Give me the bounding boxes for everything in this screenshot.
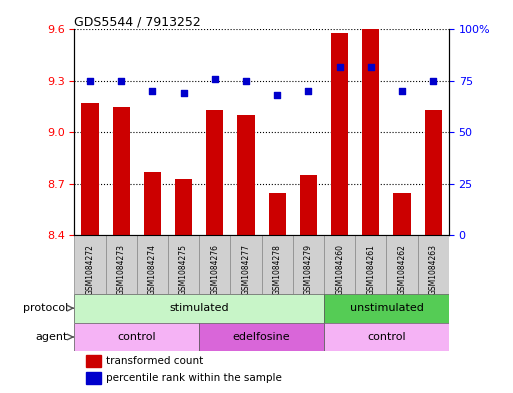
- Text: GDS5544 / 7913252: GDS5544 / 7913252: [74, 15, 201, 28]
- Text: protocol: protocol: [23, 303, 68, 313]
- Bar: [199, 235, 230, 294]
- Bar: [74, 235, 106, 294]
- Bar: [386, 235, 418, 294]
- Text: GSM1084275: GSM1084275: [179, 244, 188, 295]
- Point: [211, 76, 219, 82]
- Bar: [262, 235, 293, 294]
- Text: GSM1084262: GSM1084262: [398, 244, 407, 295]
- Point: [336, 63, 344, 70]
- Bar: [82, 103, 98, 235]
- Text: transformed count: transformed count: [106, 356, 204, 366]
- Bar: [206, 110, 223, 235]
- Bar: [175, 179, 192, 235]
- Bar: [137, 235, 168, 294]
- Point: [429, 78, 438, 84]
- Bar: [324, 235, 355, 294]
- Text: stimulated: stimulated: [169, 303, 229, 313]
- Point: [148, 88, 156, 94]
- Bar: [324, 323, 449, 351]
- Bar: [199, 323, 324, 351]
- Bar: [230, 235, 262, 294]
- Text: GSM1084263: GSM1084263: [429, 244, 438, 295]
- Text: control: control: [367, 332, 406, 342]
- Bar: [331, 33, 348, 235]
- Text: GSM1084261: GSM1084261: [366, 244, 376, 295]
- Bar: [269, 193, 286, 235]
- Text: control: control: [117, 332, 156, 342]
- Bar: [362, 29, 380, 235]
- Bar: [324, 294, 449, 323]
- Text: GSM1084272: GSM1084272: [86, 244, 94, 295]
- Text: GSM1084279: GSM1084279: [304, 244, 313, 295]
- Bar: [168, 235, 199, 294]
- Bar: [86, 372, 101, 384]
- Bar: [300, 175, 317, 235]
- Bar: [144, 172, 161, 235]
- Bar: [74, 294, 324, 323]
- Point: [86, 78, 94, 84]
- Point: [180, 90, 188, 96]
- Bar: [238, 115, 254, 235]
- Text: GSM1084274: GSM1084274: [148, 244, 157, 295]
- Bar: [106, 235, 137, 294]
- Text: GSM1084273: GSM1084273: [116, 244, 126, 295]
- Bar: [86, 355, 101, 367]
- Text: GSM1084276: GSM1084276: [210, 244, 220, 295]
- Text: GSM1084260: GSM1084260: [335, 244, 344, 295]
- Text: unstimulated: unstimulated: [349, 303, 423, 313]
- Text: GSM1084277: GSM1084277: [242, 244, 250, 295]
- Text: edelfosine: edelfosine: [233, 332, 290, 342]
- Point: [242, 78, 250, 84]
- Bar: [113, 107, 130, 235]
- Text: GSM1084278: GSM1084278: [273, 244, 282, 295]
- Point: [117, 78, 125, 84]
- Point: [398, 88, 406, 94]
- Bar: [418, 235, 449, 294]
- Text: percentile rank within the sample: percentile rank within the sample: [106, 373, 282, 383]
- Bar: [293, 235, 324, 294]
- Bar: [355, 235, 386, 294]
- Point: [304, 88, 312, 94]
- Bar: [393, 193, 410, 235]
- Bar: [425, 110, 442, 235]
- Point: [367, 63, 375, 70]
- Bar: [74, 323, 199, 351]
- Point: [273, 92, 281, 99]
- Text: agent: agent: [36, 332, 68, 342]
